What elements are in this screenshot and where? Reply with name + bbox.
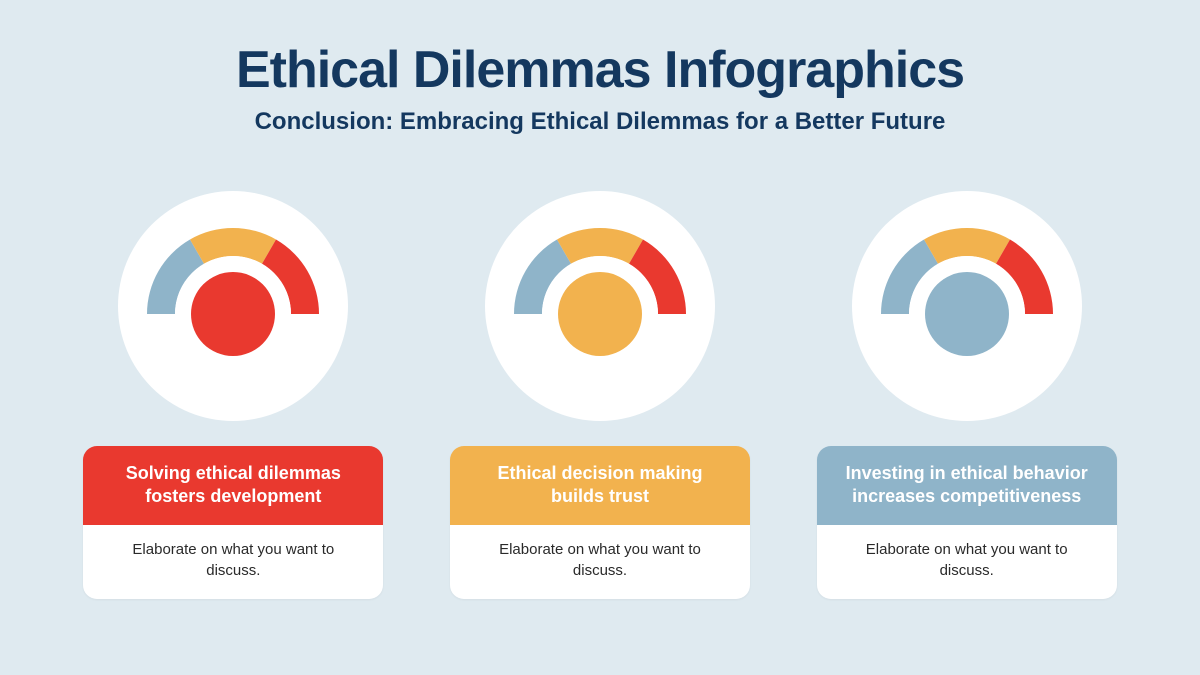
gauge-icon: [505, 211, 695, 401]
gauge-outer: [852, 191, 1082, 421]
card-body: Elaborate on what you want to discuss.: [83, 525, 383, 599]
gauge-outer: [485, 191, 715, 421]
gauge-center-dot: [925, 272, 1009, 356]
info-card: Solving ethical dilemmas fosters develop…: [83, 446, 383, 599]
gauge-center-dot: [191, 272, 275, 356]
card-title: Ethical decision making builds trust: [450, 446, 750, 525]
gauge-icon: [138, 211, 328, 401]
column: Solving ethical dilemmas fosters develop…: [70, 191, 397, 599]
page-title: Ethical Dilemmas Infographics: [70, 40, 1130, 100]
info-card: Investing in ethical behavior increases …: [817, 446, 1117, 599]
column: Ethical decision making builds trust Ela…: [437, 191, 764, 599]
info-card: Ethical decision making builds trust Ela…: [450, 446, 750, 599]
card-body: Elaborate on what you want to discuss.: [450, 525, 750, 599]
gauge-outer: [118, 191, 348, 421]
columns-row: Solving ethical dilemmas fosters develop…: [70, 191, 1130, 599]
page-subtitle: Conclusion: Embracing Ethical Dilemmas f…: [70, 108, 1130, 136]
gauge-icon: [872, 211, 1062, 401]
gauge-center-dot: [558, 272, 642, 356]
column: Investing in ethical behavior increases …: [803, 191, 1130, 599]
card-title: Investing in ethical behavior increases …: [817, 446, 1117, 525]
card-title: Solving ethical dilemmas fosters develop…: [83, 446, 383, 525]
infographic-page: Ethical Dilemmas Infographics Conclusion…: [0, 0, 1200, 675]
card-body: Elaborate on what you want to discuss.: [817, 525, 1117, 599]
